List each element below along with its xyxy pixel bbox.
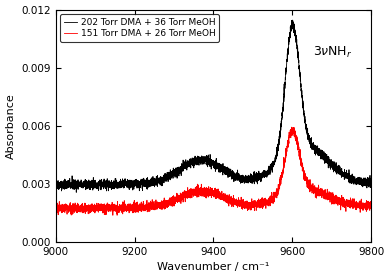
202 Torr DMA + 36 Torr MeOH	[344, 174, 348, 178]
151 Torr DMA + 26 Torr MeOH	[203, 195, 208, 199]
151 Torr DMA + 26 Torr MeOH	[186, 193, 191, 196]
151 Torr DMA + 26 Torr MeOH	[360, 205, 364, 209]
202 Torr DMA + 36 Torr MeOH	[74, 191, 79, 194]
202 Torr DMA + 36 Torr MeOH	[53, 182, 58, 185]
202 Torr DMA + 36 Torr MeOH	[188, 159, 193, 163]
202 Torr DMA + 36 Torr MeOH	[186, 163, 191, 166]
Text: 3$\nu$NH$_r$: 3$\nu$NH$_r$	[313, 45, 352, 60]
202 Torr DMA + 36 Torr MeOH	[283, 82, 287, 86]
151 Torr DMA + 26 Torr MeOH	[369, 200, 374, 203]
Line: 151 Torr DMA + 26 Torr MeOH: 151 Torr DMA + 26 Torr MeOH	[56, 127, 371, 215]
X-axis label: Wavenumber / cm⁻¹: Wavenumber / cm⁻¹	[157, 262, 269, 272]
151 Torr DMA + 26 Torr MeOH	[344, 203, 348, 207]
Line: 202 Torr DMA + 36 Torr MeOH: 202 Torr DMA + 36 Torr MeOH	[56, 20, 371, 192]
202 Torr DMA + 36 Torr MeOH	[360, 183, 364, 187]
202 Torr DMA + 36 Torr MeOH	[203, 160, 208, 163]
151 Torr DMA + 26 Torr MeOH	[110, 214, 115, 217]
151 Torr DMA + 26 Torr MeOH	[283, 160, 287, 163]
Legend: 202 Torr DMA + 36 Torr MeOH, 151 Torr DMA + 26 Torr MeOH: 202 Torr DMA + 36 Torr MeOH, 151 Torr DM…	[60, 14, 219, 42]
202 Torr DMA + 36 Torr MeOH	[290, 18, 295, 22]
151 Torr DMA + 26 Torr MeOH	[53, 208, 58, 212]
151 Torr DMA + 26 Torr MeOH	[188, 190, 193, 194]
202 Torr DMA + 36 Torr MeOH	[369, 180, 374, 184]
Y-axis label: Absorbance: Absorbance	[5, 93, 16, 159]
151 Torr DMA + 26 Torr MeOH	[289, 125, 294, 129]
